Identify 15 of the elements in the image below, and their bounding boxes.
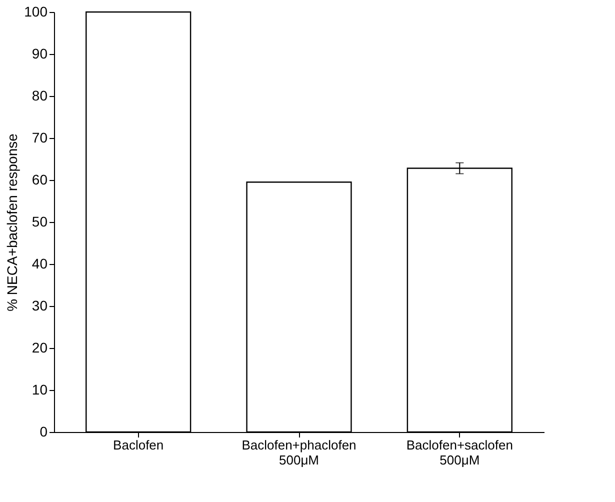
y-tick-label: 70 bbox=[32, 130, 48, 146]
y-tick-label: 50 bbox=[32, 214, 48, 230]
y-tick-label: 90 bbox=[32, 46, 48, 62]
y-tick-label: 10 bbox=[32, 382, 48, 398]
y-tick-label: 0 bbox=[40, 424, 48, 440]
y-axis-title: % NECA+baclofen response bbox=[4, 133, 20, 312]
x-tick-label: Baclofen+phaclofen 500μM bbox=[242, 438, 356, 468]
y-tick-label: 60 bbox=[32, 172, 48, 188]
x-tick-label: Baclofen+saclofen 500μM bbox=[406, 438, 513, 468]
y-tick-label: 30 bbox=[32, 298, 48, 314]
y-tick-label: 20 bbox=[32, 340, 48, 356]
y-tick-label: 100 bbox=[24, 4, 48, 20]
x-tick-label: Baclofen bbox=[113, 438, 164, 452]
y-tick-label: 40 bbox=[32, 256, 48, 272]
y-tick-label: 80 bbox=[32, 88, 48, 104]
